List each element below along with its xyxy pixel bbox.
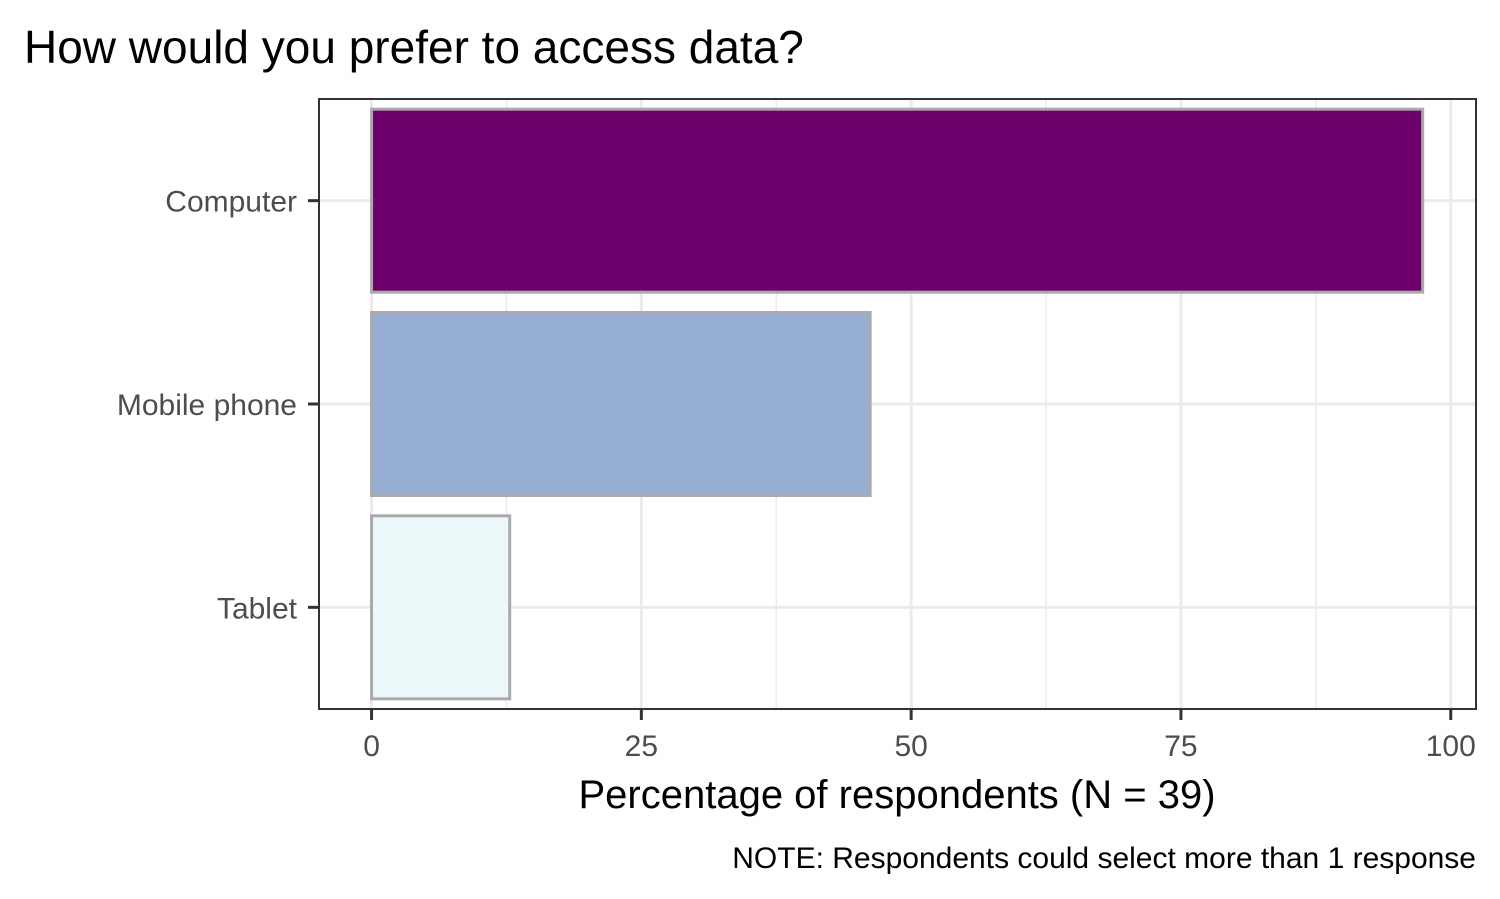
bars (370, 107, 1425, 701)
x-tick-label: 0 (363, 730, 380, 763)
x-tick-label: 25 (625, 730, 658, 763)
plot-panel (318, 98, 1477, 710)
y-tick-label: Mobile phone (117, 389, 297, 422)
x-tick-label: 100 (1426, 730, 1476, 763)
x-tick-label: 50 (894, 730, 927, 763)
x-axis: 0 25 50 75 100 (363, 709, 1476, 763)
y-tick-label: Tablet (217, 592, 298, 625)
chart-caption: NOTE: Respondents could select more than… (732, 842, 1476, 875)
y-tick-label: Computer (165, 186, 297, 219)
y-axis: Computer Mobile phone Tablet (117, 186, 319, 625)
bar-mobile-phone (370, 311, 872, 497)
chart-title: How would you prefer to access data? (24, 21, 804, 73)
bar-computer (370, 107, 1425, 294)
bar-tablet (370, 514, 512, 701)
x-tick-label: 75 (1164, 730, 1197, 763)
x-axis-title: Percentage of respondents (N = 39) (578, 773, 1215, 817)
